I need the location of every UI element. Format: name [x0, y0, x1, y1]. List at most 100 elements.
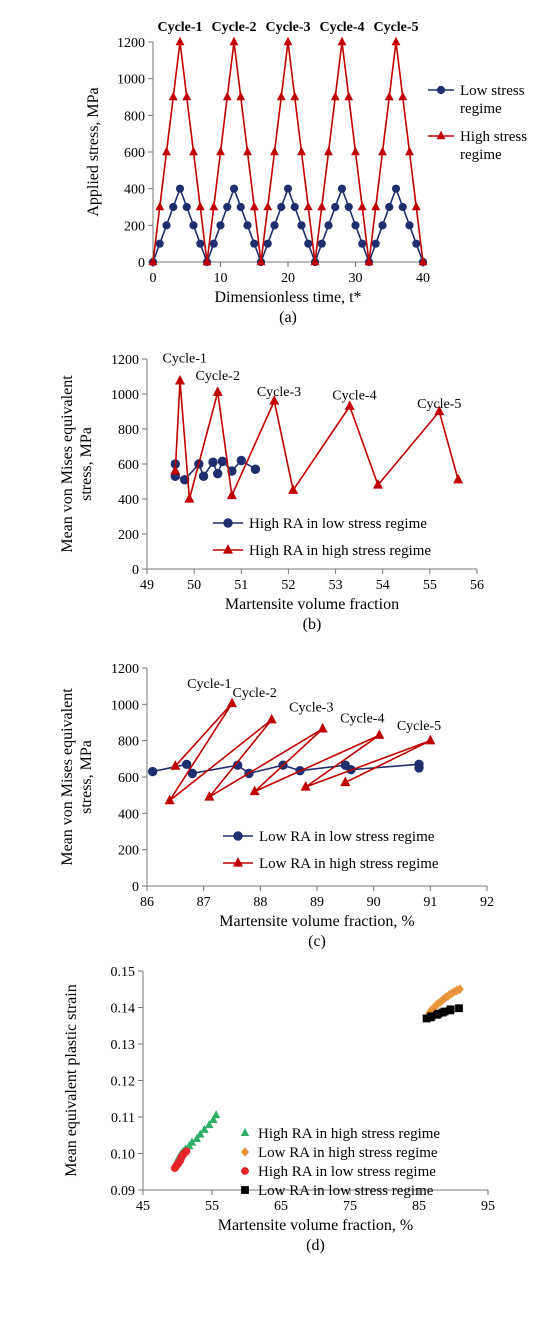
x-tick-label: 54 — [376, 578, 390, 593]
data-point — [162, 221, 171, 230]
x-tick-label: 52 — [281, 578, 295, 593]
data-point — [411, 201, 421, 211]
y-tick-label: 400 — [118, 493, 139, 508]
y-tick-label: 800 — [118, 735, 139, 750]
data-point — [204, 791, 215, 801]
data-point — [229, 184, 239, 193]
data-point — [391, 36, 401, 46]
data-point — [226, 697, 238, 708]
series-line — [174, 380, 459, 500]
data-point — [398, 202, 407, 212]
data-point — [195, 201, 205, 211]
data-point — [358, 239, 367, 248]
data-point — [330, 91, 340, 101]
cycle-annotation: Cycle-4 — [340, 712, 384, 727]
y-tick-label: 0.14 — [111, 1002, 136, 1017]
data-point — [162, 146, 171, 156]
data-point — [276, 91, 286, 101]
data-point — [189, 221, 198, 230]
data-point — [227, 466, 237, 476]
x-tick-label: 95 — [481, 1199, 495, 1214]
data-point — [398, 91, 408, 101]
data-point — [236, 202, 245, 212]
data-point — [212, 386, 223, 396]
data-point — [303, 201, 313, 211]
data-point — [175, 184, 185, 193]
legend-marker — [240, 1147, 250, 1157]
data-point — [446, 1005, 455, 1014]
data-point — [455, 1004, 463, 1013]
data-point — [337, 36, 347, 46]
data-point — [378, 221, 387, 230]
cycle-annotation: Cycle-5 — [417, 397, 461, 412]
y-axis-label: Mean von Mises equivalent stress, MPa — [59, 375, 95, 553]
data-point — [425, 734, 436, 745]
data-point — [317, 239, 326, 248]
data-point — [405, 221, 414, 230]
x-tick-label: 40 — [416, 271, 430, 286]
y-tick-label: 1200 — [111, 353, 139, 368]
x-tick-label: 91 — [423, 895, 437, 910]
data-point — [205, 1120, 214, 1129]
data-point — [182, 1147, 191, 1156]
data-point — [283, 36, 293, 46]
data-point — [209, 201, 219, 211]
x-tick-label: 0 — [150, 271, 157, 286]
cycle-annotation: Cycle-5 — [373, 20, 418, 35]
x-tick-label: 56 — [470, 578, 484, 593]
data-point — [168, 91, 178, 101]
data-point — [182, 202, 191, 212]
data-point — [357, 201, 367, 211]
data-point — [378, 146, 387, 156]
legend-label: Low RA in high stress regime — [259, 856, 439, 872]
y-tick-label: 800 — [118, 423, 139, 438]
panel-label: (d) — [306, 1237, 325, 1254]
y-tick-label: 200 — [118, 844, 139, 859]
x-tick-label: 55 — [205, 1199, 219, 1214]
data-point — [180, 475, 190, 485]
legend-marker — [222, 544, 234, 554]
y-tick-label: 1000 — [111, 388, 139, 403]
data-point — [164, 794, 175, 805]
data-point — [418, 256, 428, 266]
data-point — [453, 473, 464, 484]
y-tick-label: 0.12 — [111, 1075, 136, 1090]
data-point — [184, 493, 195, 503]
y-tick-label: 1000 — [111, 698, 139, 713]
data-point — [196, 1129, 205, 1138]
y-axis-label: Mean equivalent plastic strain — [63, 984, 80, 1176]
data-point — [209, 1114, 218, 1123]
data-point — [317, 201, 327, 211]
data-point — [229, 36, 239, 46]
legend-label: High RA in low stress regime — [258, 1164, 436, 1180]
data-point — [155, 201, 165, 211]
chart-panel-a: 0 10 20 30 40020040060080010001200Dimensionl… — [85, 20, 527, 326]
data-point — [202, 256, 212, 266]
data-point — [250, 239, 259, 248]
x-tick-label: 55 — [423, 578, 437, 593]
data-point — [288, 484, 299, 494]
data-point — [216, 221, 225, 230]
chart-panel-b: 49 50 51 52 53 54 55 56 0 200 400 600 800 1000 1200 Mar… — [59, 352, 484, 634]
legend-marker — [241, 1167, 249, 1175]
cycle-annotation: Cycle-4 — [332, 388, 376, 403]
data-point — [213, 468, 223, 479]
data-point — [344, 202, 353, 212]
cycle-annotation: Cycle-1 — [157, 20, 202, 35]
data-point — [351, 146, 360, 156]
data-point — [256, 256, 266, 266]
cycle-annotation: Cycle-5 — [397, 719, 441, 734]
data-point — [147, 766, 158, 777]
data-point — [189, 146, 198, 156]
legend-label: High RA in high stress regime — [258, 1126, 440, 1142]
data-point — [236, 455, 246, 466]
legend-marker — [240, 1128, 250, 1137]
data-point — [270, 146, 279, 156]
data-point — [266, 713, 277, 724]
data-point — [174, 374, 186, 385]
x-tick-label: 90 — [367, 895, 381, 910]
x-tick-label: 10 — [214, 271, 228, 286]
data-point — [243, 221, 252, 230]
data-point — [211, 1110, 221, 1119]
data-point — [300, 781, 311, 791]
